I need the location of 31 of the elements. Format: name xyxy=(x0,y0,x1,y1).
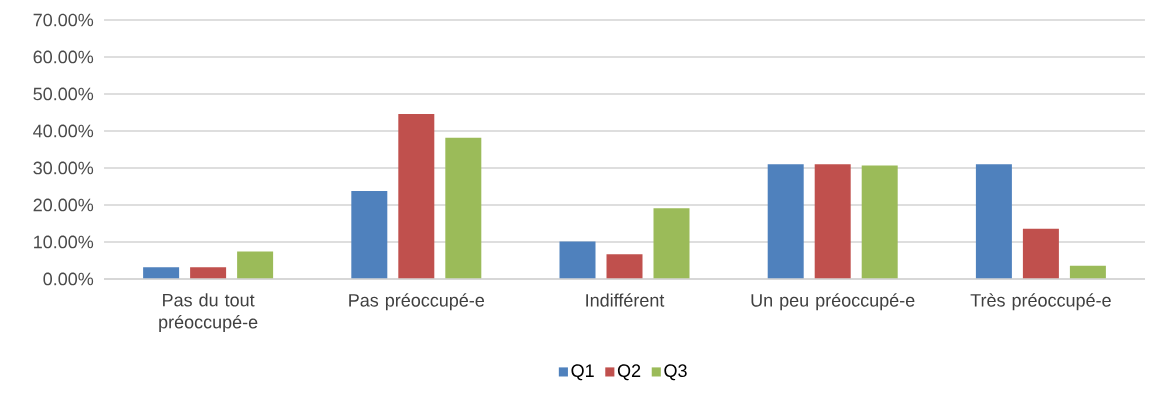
legend-label: Q3 xyxy=(664,364,687,381)
x-tick-label: Pas du tout préoccupé-e xyxy=(159,293,258,333)
bar xyxy=(237,251,274,279)
bar xyxy=(190,267,227,279)
bar xyxy=(143,267,180,279)
bar xyxy=(767,164,804,279)
bar xyxy=(559,241,596,279)
x-tick-label: Indifférent xyxy=(586,293,665,307)
y-tick-label: 20.00% xyxy=(33,198,94,212)
bar xyxy=(1069,265,1106,279)
bar xyxy=(975,164,1012,279)
y-tick-label: 40.00% xyxy=(33,124,94,138)
bar xyxy=(398,113,435,279)
x-tick-label: Un peu préoccupé-e xyxy=(751,293,915,311)
legend-label: Q2 xyxy=(617,364,641,381)
y-tick-label: 10.00% xyxy=(34,235,94,249)
y-tick-label: 30.00% xyxy=(33,161,94,175)
y-tick-label: 60.00% xyxy=(33,50,94,64)
bar xyxy=(351,190,388,279)
legend-label: Q1 xyxy=(571,364,594,381)
x-tick-label: Très préoccupé-e xyxy=(970,293,1111,311)
bar xyxy=(445,137,482,279)
bar xyxy=(606,254,643,279)
bar xyxy=(653,208,690,279)
y-tick-label: 50.00% xyxy=(33,87,94,101)
bar xyxy=(1022,228,1059,279)
y-tick-label: 70.00% xyxy=(33,13,94,27)
bar xyxy=(814,164,851,279)
x-tick-label: Pas préoccupé-e xyxy=(349,293,485,311)
bar xyxy=(861,165,898,279)
y-tick-label: 0.00% xyxy=(43,272,94,286)
